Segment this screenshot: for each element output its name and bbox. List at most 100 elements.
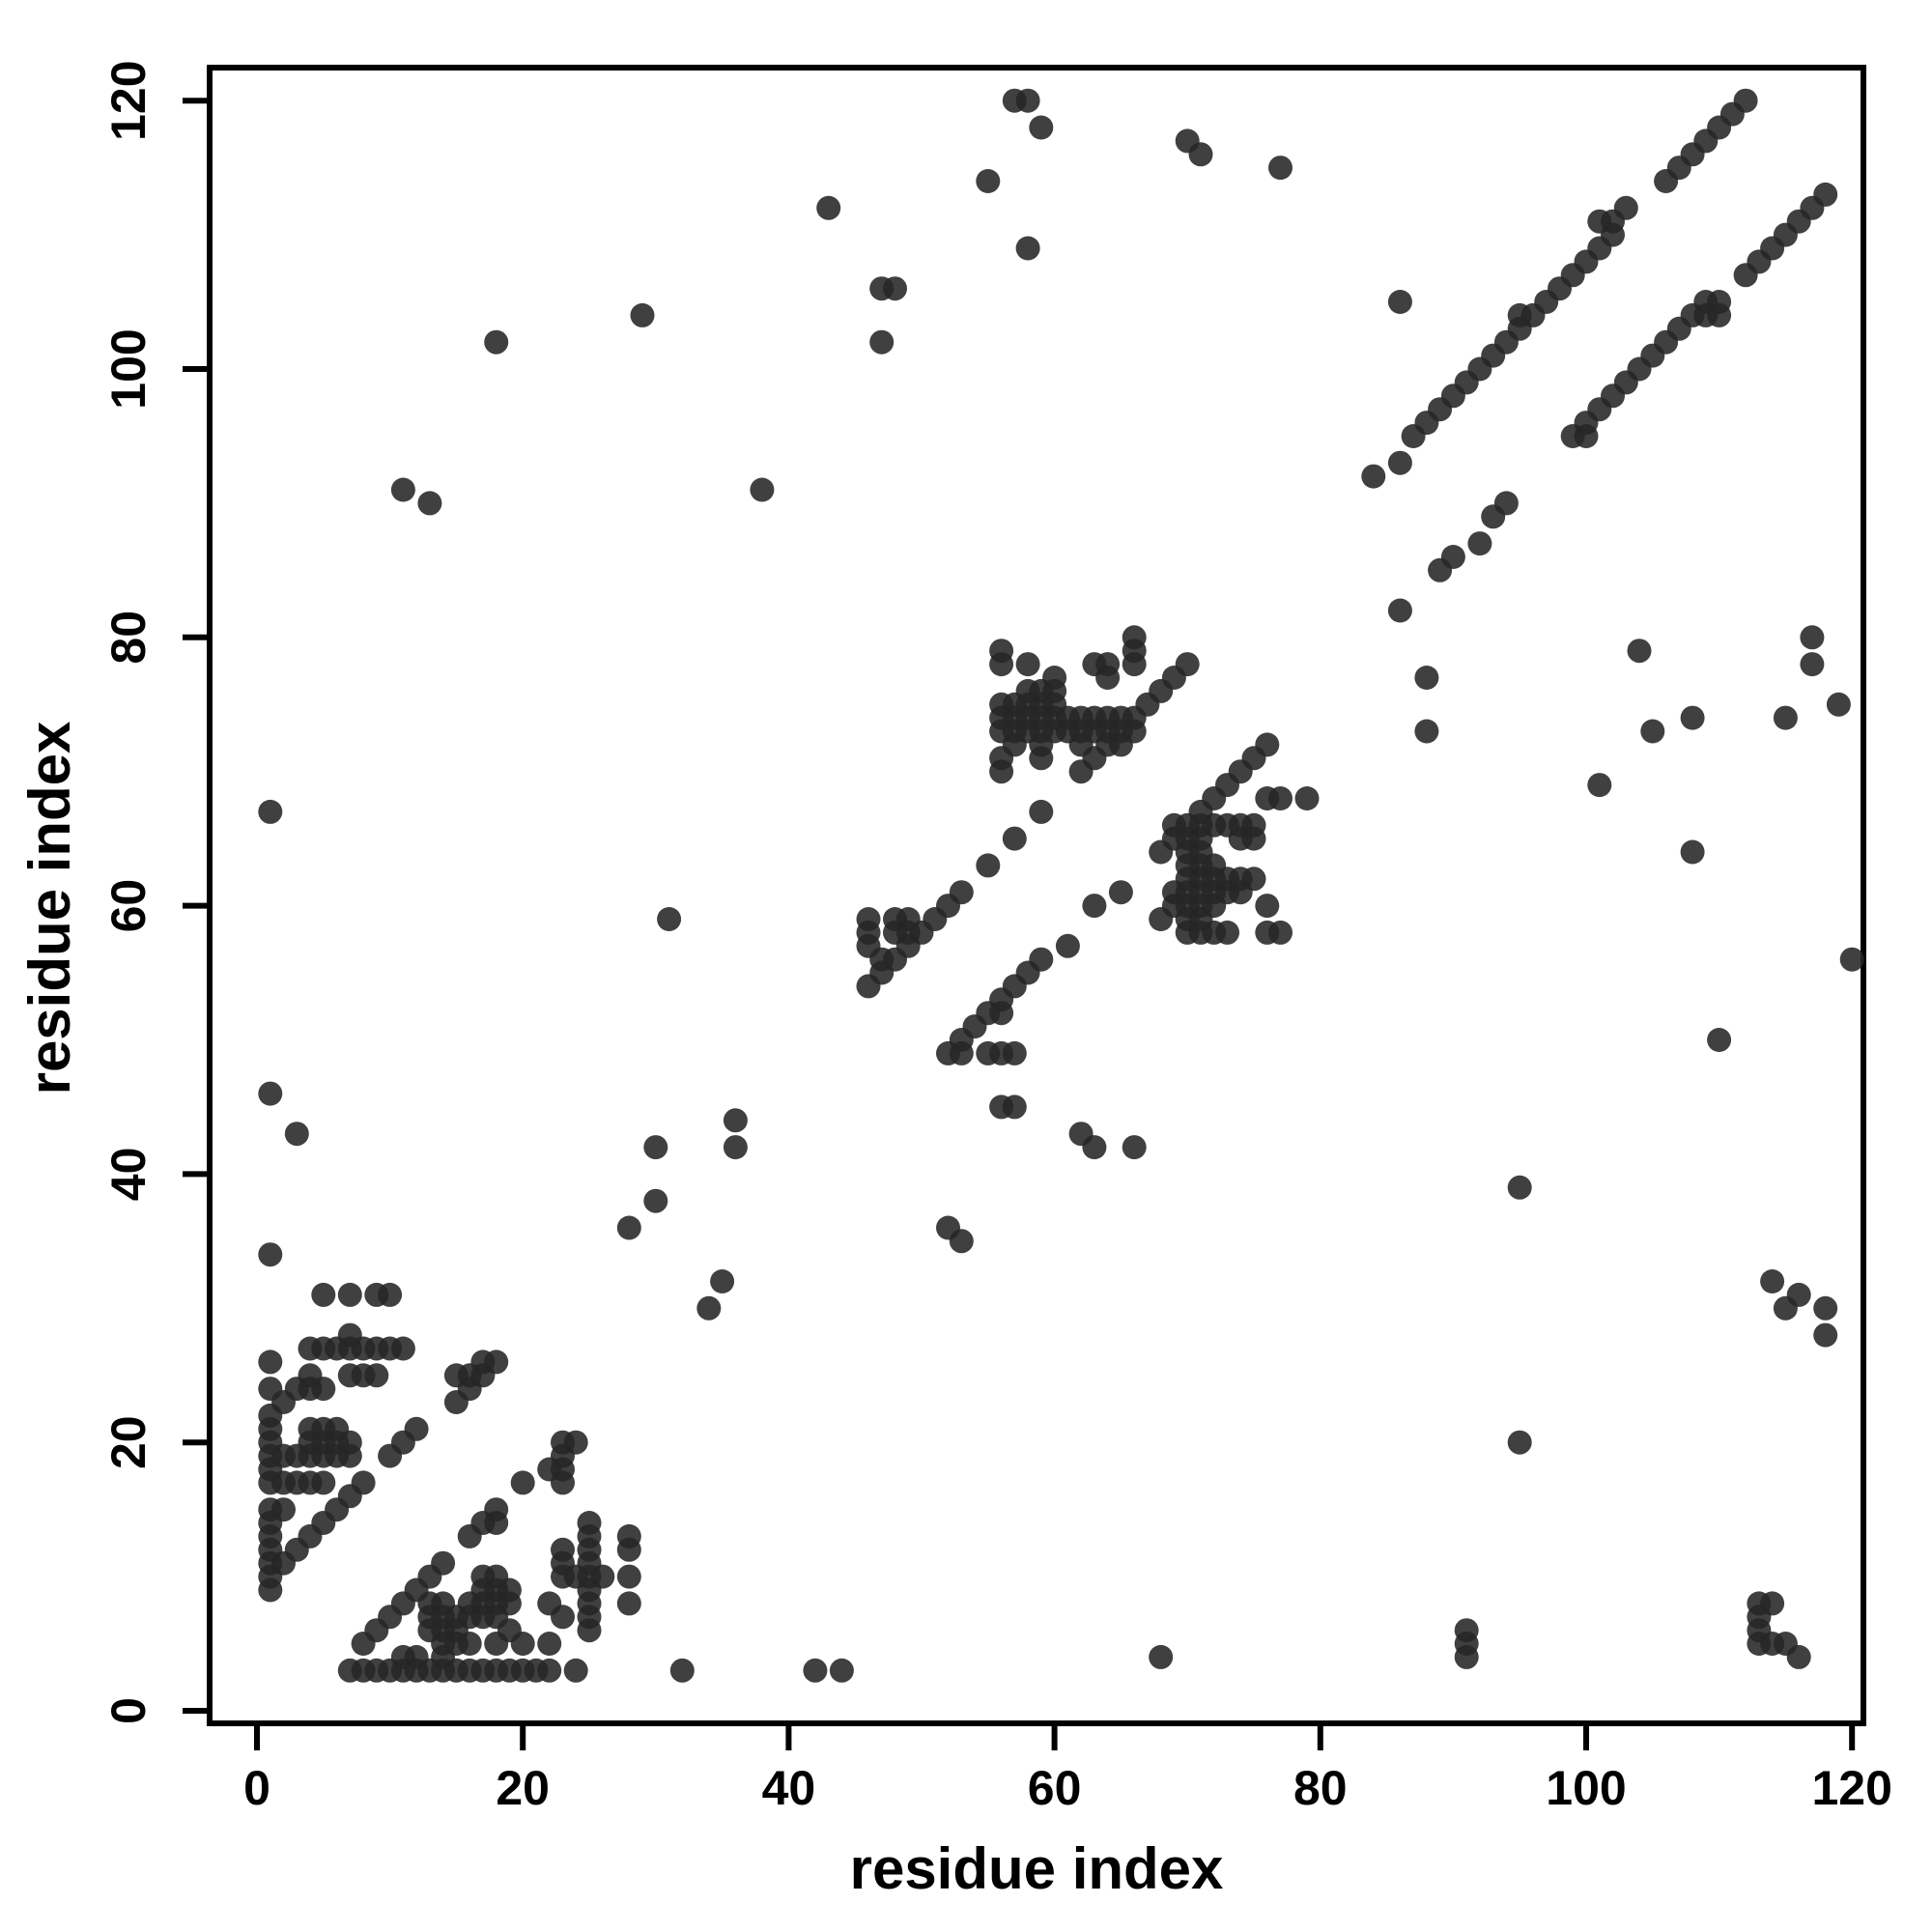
data-point	[1773, 1295, 1798, 1321]
data-point	[404, 1644, 429, 1669]
data-point	[1507, 1175, 1532, 1200]
data-point	[1839, 947, 1864, 972]
data-point	[616, 1564, 641, 1589]
data-point	[616, 1591, 641, 1616]
data-point	[1268, 920, 1293, 945]
plot-frame	[207, 65, 1866, 1726]
data-point	[1493, 491, 1519, 516]
data-point	[643, 1188, 668, 1213]
data-point	[298, 1363, 323, 1388]
data-point	[271, 1497, 296, 1522]
x-tick-label: 0	[243, 1761, 270, 1815]
data-point	[1241, 826, 1266, 851]
data-point	[1029, 947, 1054, 972]
data-point	[1082, 1135, 1107, 1160]
data-point	[895, 907, 921, 931]
data-point	[616, 1215, 641, 1240]
data-point	[378, 1282, 403, 1307]
data-point	[1294, 786, 1320, 810]
data-point	[1773, 705, 1798, 730]
x-axis-title: residue index	[850, 1836, 1224, 1901]
data-point	[1175, 652, 1200, 677]
data-point	[989, 759, 1014, 784]
data-point	[1082, 746, 1107, 771]
data-point	[829, 1658, 854, 1683]
y-tick-label: 0	[101, 1697, 156, 1724]
data-point	[258, 1081, 283, 1106]
data-points-layer	[258, 88, 1864, 1683]
data-point	[1680, 705, 1705, 730]
data-point	[1361, 464, 1386, 489]
data-point	[431, 1550, 456, 1576]
data-point	[989, 652, 1014, 677]
data-point	[484, 329, 509, 355]
data-point	[1467, 531, 1492, 556]
data-point	[1440, 545, 1465, 569]
y-tick-label: 120	[101, 60, 156, 140]
data-point	[1414, 666, 1439, 690]
y-tick-label: 60	[101, 879, 156, 933]
data-point	[1826, 692, 1851, 717]
x-tick-label: 100	[1546, 1761, 1626, 1815]
data-point	[989, 1001, 1014, 1026]
data-point	[431, 1644, 456, 1669]
data-point	[1149, 1644, 1174, 1669]
data-point	[1015, 88, 1040, 113]
data-point	[337, 1282, 362, 1307]
data-point	[1786, 1644, 1811, 1669]
data-point	[1507, 1430, 1532, 1455]
data-point	[364, 1363, 389, 1388]
data-point	[1813, 1322, 1838, 1348]
data-point	[390, 477, 415, 502]
data-point	[643, 1135, 668, 1160]
data-point	[1387, 598, 1412, 623]
data-point	[669, 1658, 695, 1683]
data-point	[630, 302, 655, 327]
data-point	[311, 1282, 336, 1307]
data-point	[1613, 195, 1638, 220]
data-point	[816, 195, 841, 220]
data-point	[417, 491, 442, 516]
data-point	[284, 1122, 309, 1147]
x-tick-label: 80	[1293, 1761, 1348, 1815]
data-point	[537, 1658, 562, 1683]
x-tick-label: 40	[762, 1761, 816, 1815]
data-point	[723, 1108, 748, 1133]
data-point	[657, 907, 682, 931]
data-point	[1813, 182, 1838, 207]
data-point	[1414, 719, 1439, 744]
y-tick-label: 40	[101, 1148, 156, 1202]
data-point	[723, 1135, 748, 1160]
data-point	[1082, 894, 1107, 919]
data-point	[976, 853, 1001, 878]
data-point	[590, 1564, 615, 1589]
data-point	[325, 1416, 350, 1441]
data-point	[1387, 450, 1412, 475]
data-point	[1707, 1028, 1732, 1052]
data-point	[510, 1470, 535, 1495]
data-point	[616, 1523, 641, 1548]
data-point	[883, 276, 907, 301]
data-point	[1627, 639, 1652, 664]
y-tick-label: 20	[101, 1415, 156, 1469]
data-point	[1800, 625, 1825, 650]
data-point	[1454, 1644, 1479, 1669]
data-point	[1760, 1269, 1785, 1293]
data-point	[563, 1430, 588, 1455]
data-point	[1108, 880, 1133, 905]
data-point	[1680, 839, 1705, 865]
data-point	[390, 1336, 415, 1361]
data-point	[484, 1350, 509, 1375]
data-point	[803, 1658, 828, 1683]
data-point	[1813, 1295, 1838, 1321]
x-tick-label: 60	[1028, 1761, 1082, 1815]
x-tick-label: 120	[1811, 1761, 1891, 1815]
data-point	[1640, 719, 1665, 744]
data-point	[1002, 1040, 1027, 1065]
data-point	[1800, 652, 1825, 677]
data-point	[1095, 666, 1121, 690]
data-point	[1161, 894, 1186, 919]
data-point	[1015, 236, 1040, 261]
data-point	[1029, 799, 1054, 824]
